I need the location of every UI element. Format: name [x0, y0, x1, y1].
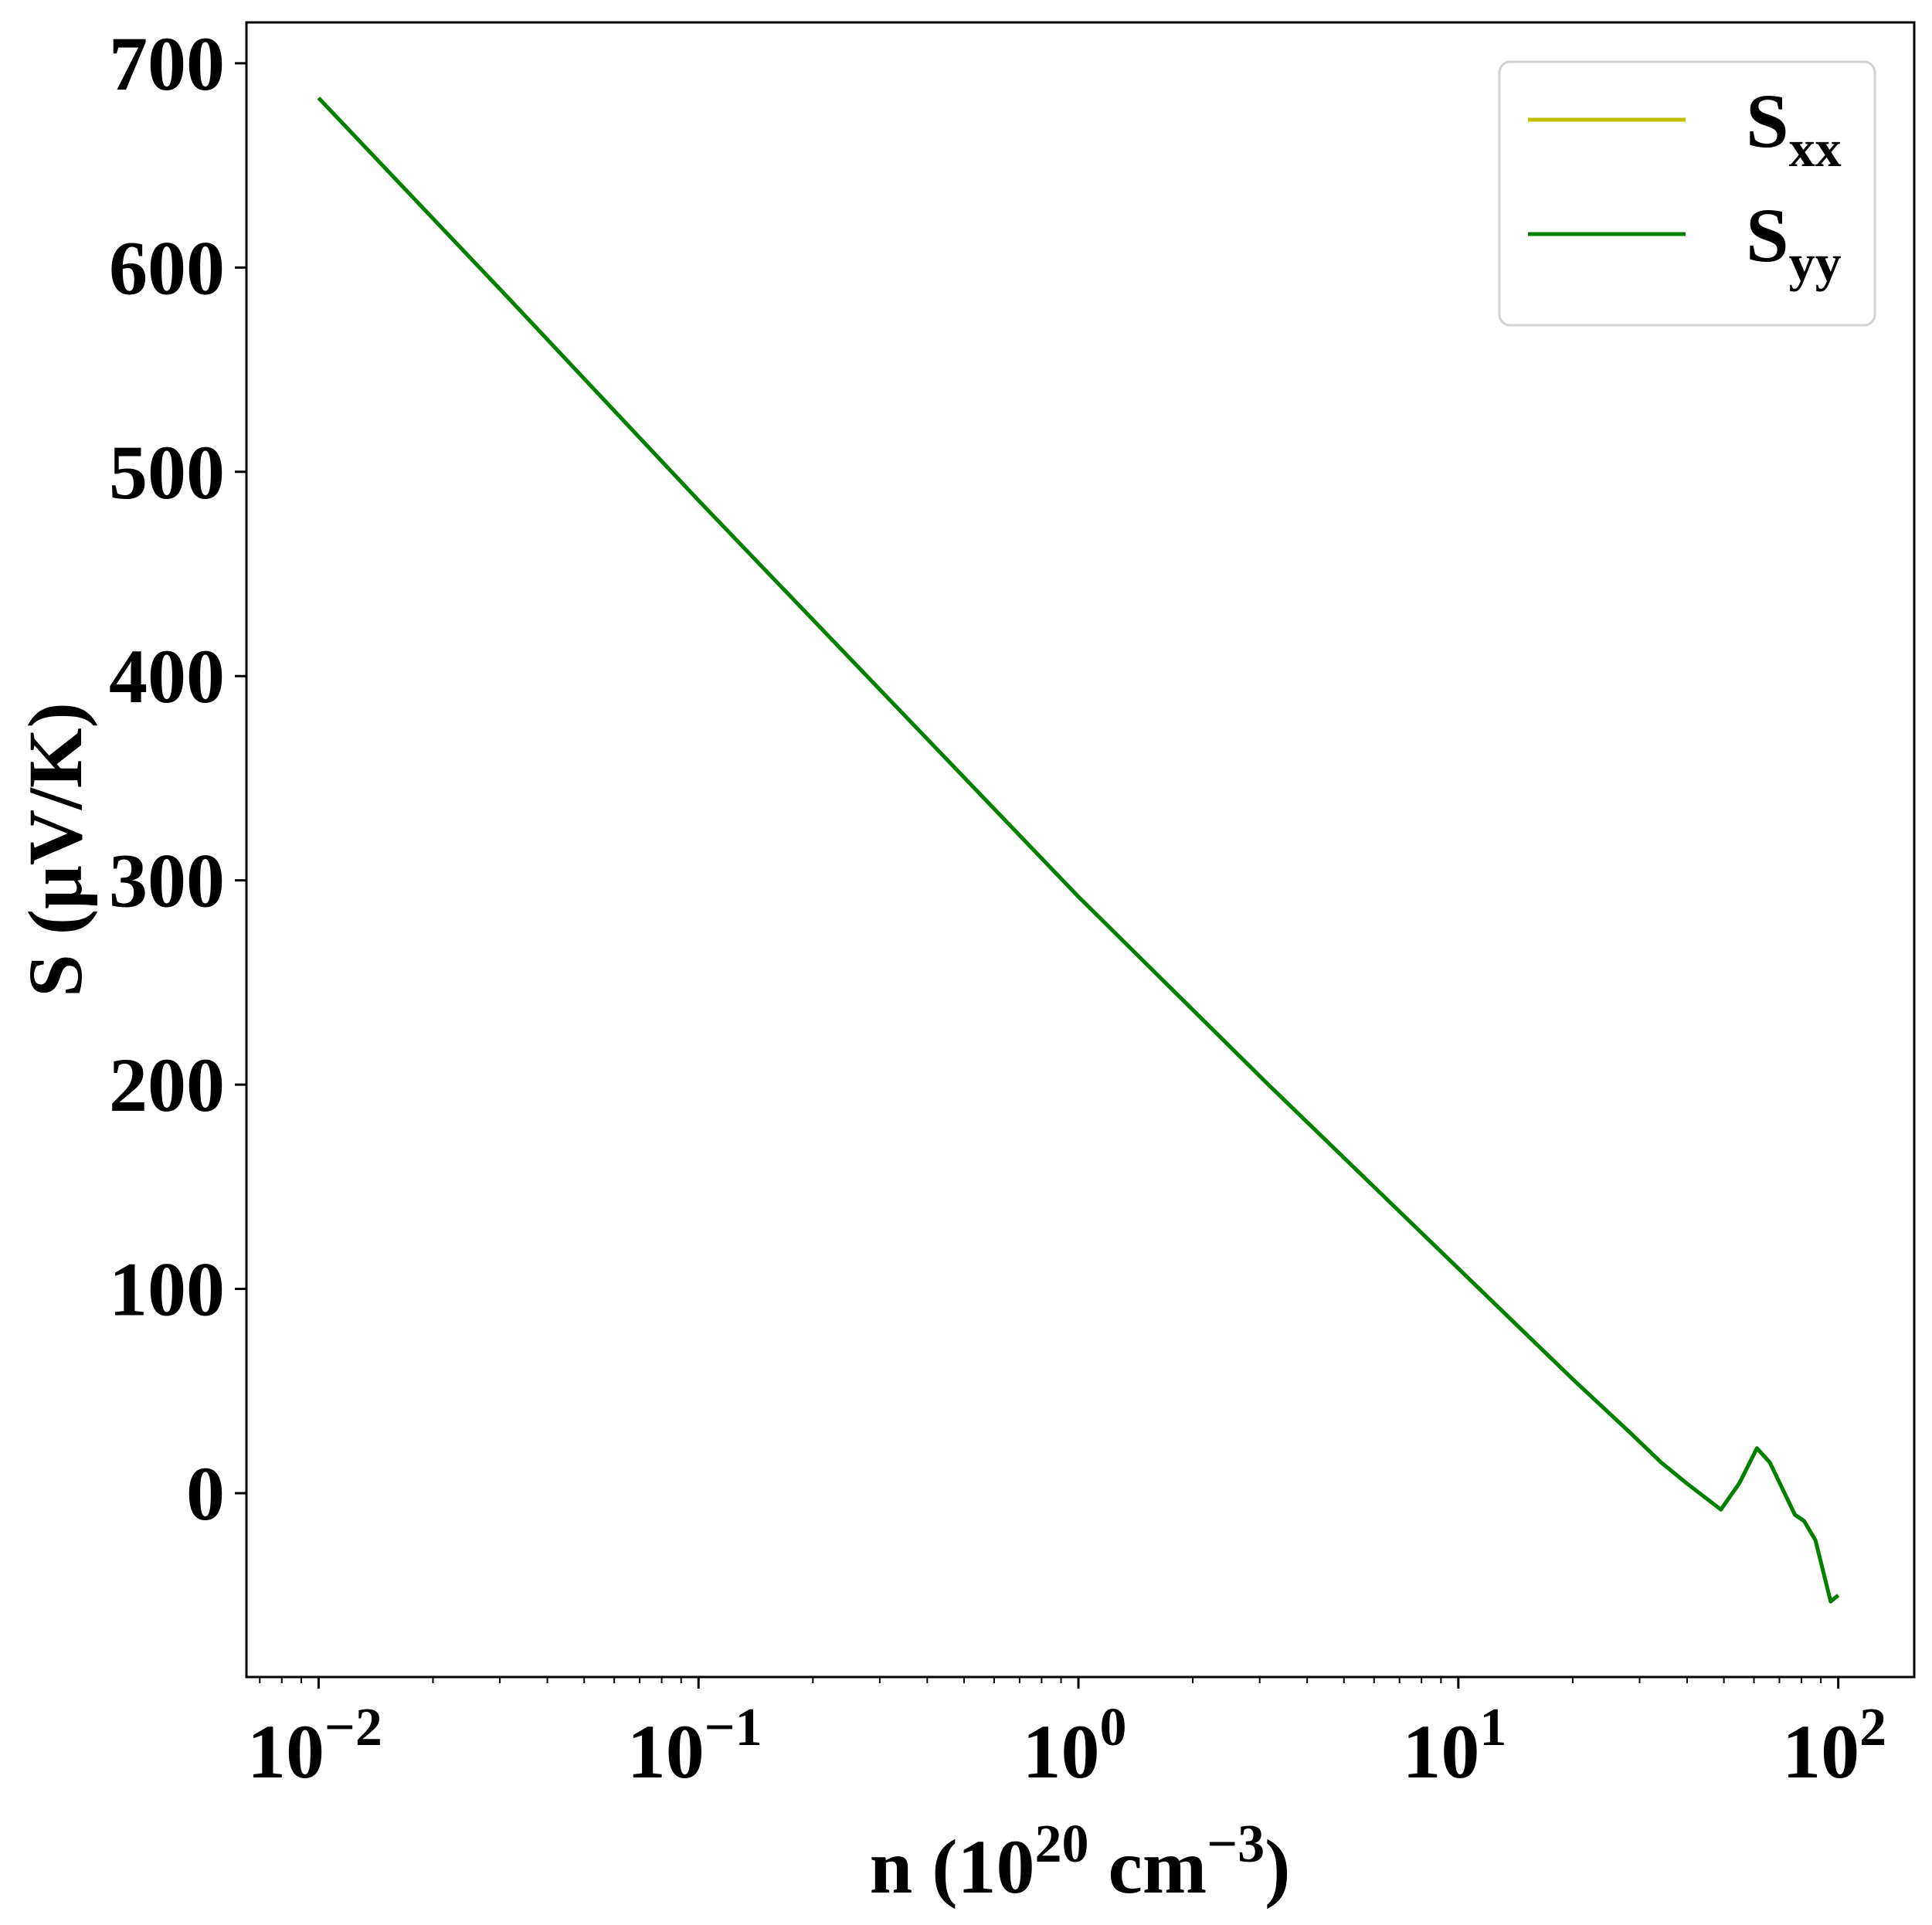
y-tick-label: 100 — [109, 1247, 225, 1333]
legend-label-sxx: Sxx — [1746, 78, 1842, 178]
y-tick-label: 0 — [186, 1451, 225, 1536]
x-tick-label: 101 — [1402, 1698, 1506, 1794]
y-tick-label: 700 — [109, 21, 225, 107]
legend-box — [1498, 60, 1876, 327]
axes-frame — [245, 21, 1916, 1679]
y-tick-label: 600 — [109, 225, 225, 311]
x-axis-label: n (1020 cm−3) — [870, 1815, 1291, 1910]
y-axis-label: S (μV/K) — [12, 702, 98, 997]
x-tick-label: 102 — [1782, 1698, 1886, 1794]
y-tick-label: 400 — [109, 633, 225, 719]
x-tick-label: 10−2 — [247, 1698, 382, 1794]
y-tick-label: 500 — [109, 429, 225, 515]
legend-label-syy: Syy — [1746, 192, 1842, 292]
legend: Sxx Syy — [1498, 60, 1876, 327]
y-tick-label: 300 — [109, 838, 225, 924]
axis-ticks: 0 100 200 300 400 500 600 700 10−2 10−1 100 101 102 — [109, 21, 1886, 1794]
series-line-syy — [317, 97, 1840, 1604]
y-tick-label: 200 — [109, 1042, 225, 1128]
plot-lines — [317, 97, 1840, 1604]
x-tick-label: 100 — [1023, 1698, 1127, 1794]
x-tick-label: 10−1 — [627, 1698, 762, 1794]
